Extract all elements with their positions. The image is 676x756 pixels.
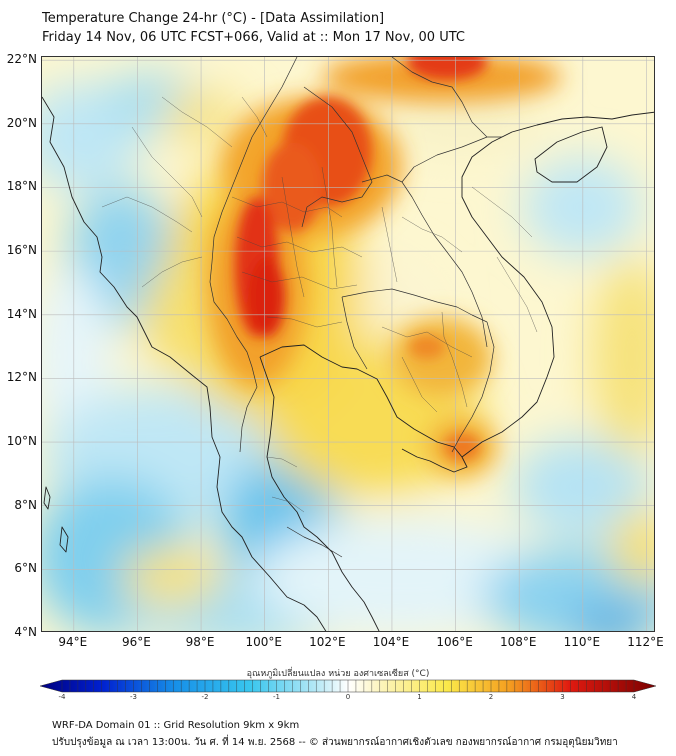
lat-tick-label: 12°N [6,370,37,385]
lat-tick-label: 22°N [6,52,37,67]
temperature-change-map [41,56,655,632]
colorbar-tick-label: -3 [130,693,137,701]
temperature-field [42,57,654,631]
colorbar-tick-label: 4 [631,693,637,701]
colorbar [40,679,656,693]
colorbar-tick-label: -1 [273,693,280,701]
lon-tick-label: 96°E [122,635,151,649]
footer-credit: ปรับปรุงข้อมูล ณ เวลา 13:00น. วัน ศ. ที่… [52,737,618,748]
lon-tick-label: 102°E [309,635,346,649]
lat-tick-label: 20°N [6,115,37,130]
lon-tick-label: 108°E [499,635,537,649]
lat-tick-label: 4°N [14,625,37,639]
colorbar-tick-label: -4 [58,693,66,701]
colorbar-tick-label: 2 [488,693,494,701]
lon-tick-label: 112°E [627,635,664,649]
map-subtitle: Friday 14 Nov, 06 UTC FCST+066, Valid at… [42,30,465,45]
map-title: Temperature Change 24-hr (°C) - [Data As… [42,11,385,26]
lon-tick-label: 98°E [185,635,215,649]
footer-model-info: WRF-DA Domain 01 :: Grid Resolution 9km … [52,720,300,731]
lon-tick-label: 104°E [372,635,410,649]
lat-tick-label: 16°N [6,243,37,258]
lon-tick-label: 94°E [58,635,88,649]
colorbar-tick-label: -2 [201,693,209,701]
colorbar-tick-label: 1 [417,693,422,701]
lon-tick-label: 100°E [245,635,282,649]
lat-tick-label: 18°N [6,179,37,194]
lat-tick-label: 8°N [14,497,37,512]
map-gridlines [42,57,654,631]
border-lines [209,57,502,558]
colorbar-title: อุณหภูมิเปลี่ยนแปลง หน่วย องศาเซลเซียส (… [246,669,430,679]
lat-tick-label: 10°N [6,434,37,449]
lon-tick-label: 106°E [436,635,473,649]
colorbar-tick-label: 3 [560,693,565,701]
lat-tick-label: 6°N [14,561,37,576]
lat-tick-label: 14°N [6,306,37,321]
province-lines [101,96,538,513]
lon-tick-label: 110°E [563,635,601,649]
colorbar-tick-label: 0 [345,693,351,701]
boundary-lines [42,96,654,631]
